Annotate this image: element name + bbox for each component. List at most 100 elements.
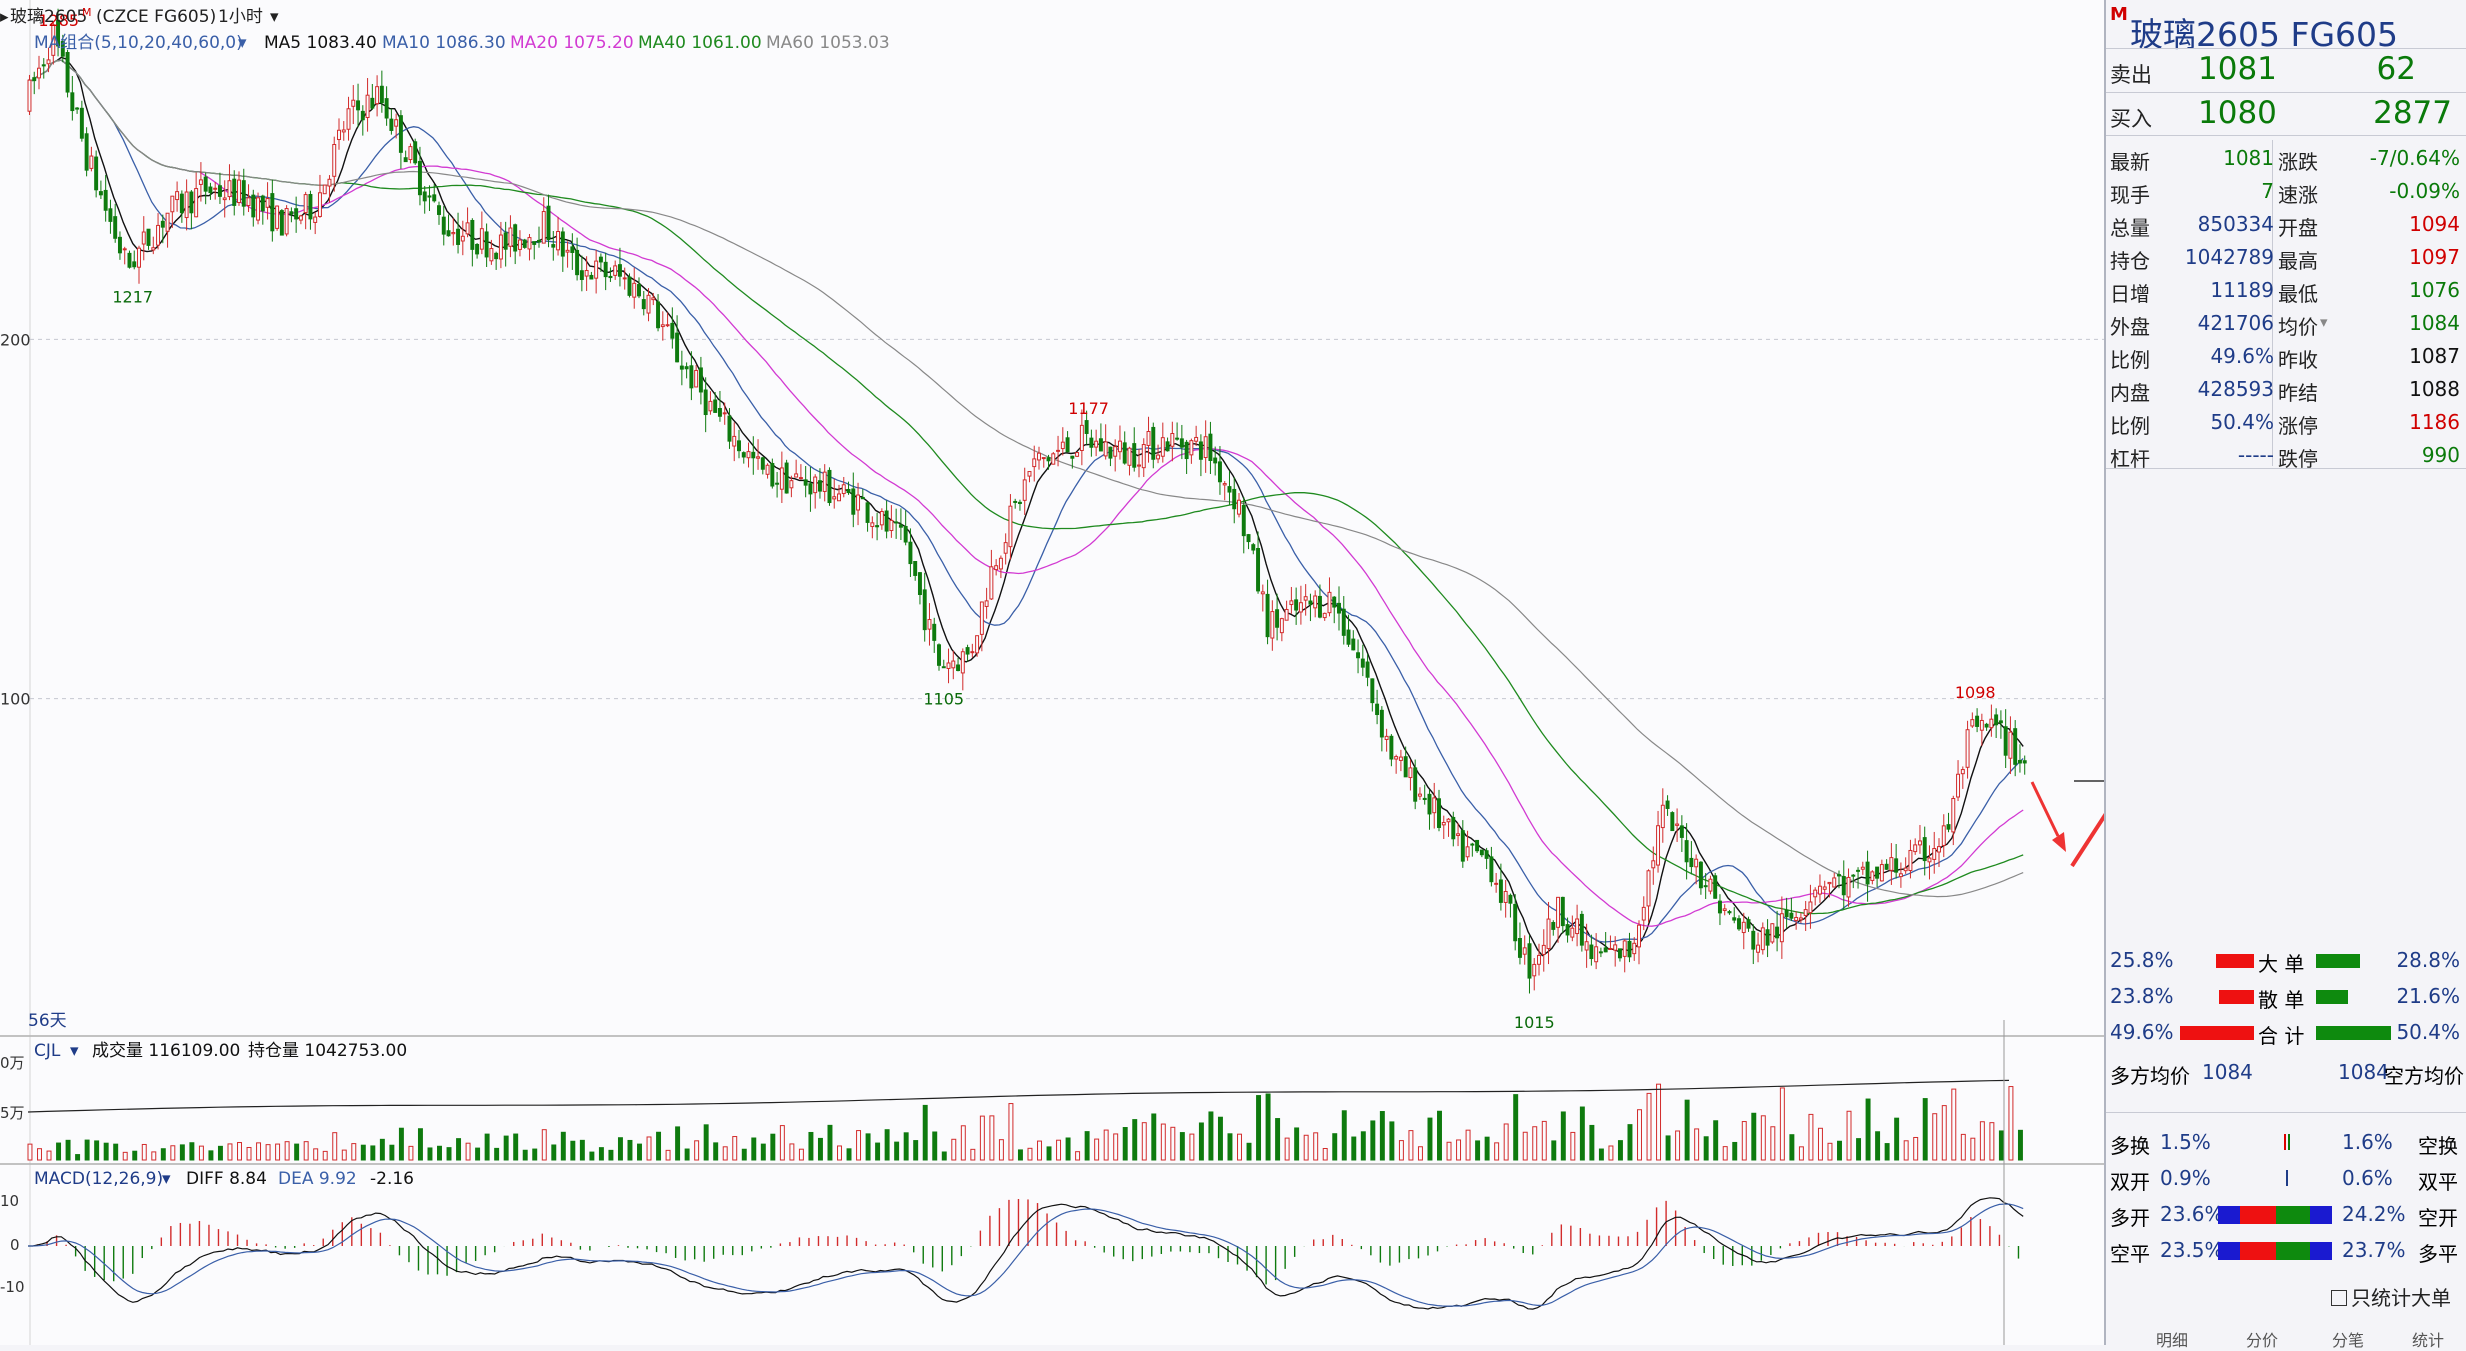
panel-mark: M — [2110, 4, 2128, 25]
ma-group-label[interactable]: MA组合(5,10,20,40,60,0) — [34, 33, 243, 53]
volume-bar — [532, 1148, 538, 1161]
candle — [1375, 703, 1380, 716]
quote-value: 1186 — [2409, 410, 2460, 434]
volume-bar — [484, 1133, 490, 1161]
volume-bar — [979, 1115, 985, 1161]
macd-label[interactable]: MACD(12,26,9) — [34, 1169, 163, 1189]
volume-bar — [856, 1130, 862, 1161]
candle — [570, 246, 575, 253]
volume-bar — [341, 1149, 347, 1161]
candle — [751, 451, 756, 459]
flow-row: 25.8% 大 单 28.8% — [2106, 944, 2466, 978]
long-avg-value: 1084 — [2202, 1060, 2253, 1084]
candle — [403, 157, 408, 163]
candle — [1684, 840, 1689, 863]
candle — [575, 249, 580, 276]
bid-row[interactable]: 买入 1080 2877 — [2106, 92, 2466, 136]
big-order-only-toggle[interactable]: 只统计大单 — [2331, 1282, 2451, 1311]
volume-bar — [837, 1145, 842, 1161]
candle — [1032, 458, 1037, 468]
candle — [1103, 441, 1108, 457]
pos-bar — [2240, 1242, 2276, 1260]
volume-bar — [1894, 1117, 1900, 1161]
candle — [1965, 729, 1970, 768]
volume-bar — [941, 1151, 947, 1161]
volume-bar — [1465, 1129, 1471, 1161]
candle — [508, 227, 513, 247]
candle — [1360, 658, 1365, 668]
cjl-label[interactable]: CJL — [34, 1041, 61, 1061]
volume-bar — [1427, 1117, 1433, 1161]
candle — [1775, 926, 1780, 939]
ask-row[interactable]: 卖出 1081 62 — [2106, 48, 2466, 91]
volume-bar — [1503, 1123, 1509, 1161]
candle — [532, 241, 537, 245]
bid-price[interactable]: 1080 — [2198, 95, 2277, 131]
macd-dropdown-icon[interactable]: ▾ — [162, 1169, 171, 1189]
flow-left-value: 25.8% — [2110, 948, 2174, 972]
volume-bar — [1656, 1083, 1662, 1161]
candle — [732, 435, 737, 447]
volume-bar — [151, 1151, 157, 1161]
candle — [641, 299, 646, 310]
candle — [1341, 608, 1346, 636]
volume-bar — [389, 1144, 395, 1161]
volume-bar — [37, 1148, 42, 1161]
candle — [1503, 890, 1508, 903]
flow-red-bar — [2180, 1026, 2254, 1040]
flow-green-bar — [2316, 1026, 2391, 1040]
macd-tick-0: 0 — [10, 1236, 20, 1254]
flow-label: 合 计 — [2258, 1024, 2305, 1048]
volume-bar — [827, 1124, 833, 1161]
quote-label: 跌停 — [2278, 447, 2318, 471]
candle — [637, 284, 641, 297]
candle — [298, 215, 303, 221]
candle — [722, 412, 727, 415]
volume-bar — [1417, 1146, 1423, 1161]
ma-group-dropdown-icon[interactable]: ▾ — [238, 33, 247, 53]
volume-bar — [227, 1143, 233, 1161]
candle — [1603, 947, 1608, 953]
flow-right-value: 50.4% — [2396, 1020, 2460, 1044]
candle — [1765, 929, 1770, 946]
quote-value: 50.4% — [2210, 410, 2274, 434]
candle — [1960, 769, 1965, 775]
ma-line-ma40 — [27, 59, 2024, 915]
candle — [737, 440, 741, 452]
quote-label: 最高 — [2278, 249, 2318, 273]
tab-price[interactable]: 分价 — [2246, 1331, 2279, 1350]
tab-tick[interactable]: 分笔 — [2332, 1331, 2365, 1350]
candle — [1732, 917, 1737, 921]
period-dropdown-icon[interactable]: ▾ — [270, 7, 279, 27]
candle — [365, 94, 370, 119]
tab-detail[interactable]: 明细 — [2156, 1331, 2189, 1350]
header-period[interactable]: 1小时 — [218, 7, 263, 27]
volume-bar — [370, 1145, 376, 1161]
ask-price[interactable]: 1081 — [2198, 51, 2277, 87]
volume-bar — [722, 1146, 728, 1161]
candle — [1641, 906, 1646, 921]
candle — [856, 494, 861, 511]
panel-tabs[interactable]: 明细 分价 分笔 统计 — [2106, 1331, 2466, 1350]
candle — [384, 98, 389, 119]
volume-bar — [1675, 1130, 1681, 1161]
candle — [1432, 797, 1437, 814]
volume-bar — [1551, 1140, 1557, 1161]
volume-bar — [256, 1142, 262, 1161]
candle — [1651, 860, 1656, 869]
cjl-dropdown-icon[interactable]: ▾ — [70, 1041, 79, 1061]
volume-bar — [1941, 1105, 1947, 1161]
tab-stats[interactable]: 统计 — [2412, 1331, 2445, 1350]
chart-area[interactable]: 200 100 1285 1217 1105 1177 1015 1098 ▸ 玻璃2605… — [0, 0, 2182, 1345]
volume-bar — [1665, 1135, 1671, 1161]
candle — [513, 224, 518, 252]
volume-bar — [1351, 1136, 1357, 1161]
checkbox[interactable] — [2331, 1290, 2347, 1306]
avg-price-caret-icon[interactable]: ▾ — [2320, 313, 2328, 331]
candle — [808, 483, 813, 495]
candle — [1675, 823, 1680, 826]
ask-label: 卖出 — [2110, 63, 2152, 87]
volume-bar — [170, 1145, 176, 1161]
candle — [89, 155, 94, 169]
